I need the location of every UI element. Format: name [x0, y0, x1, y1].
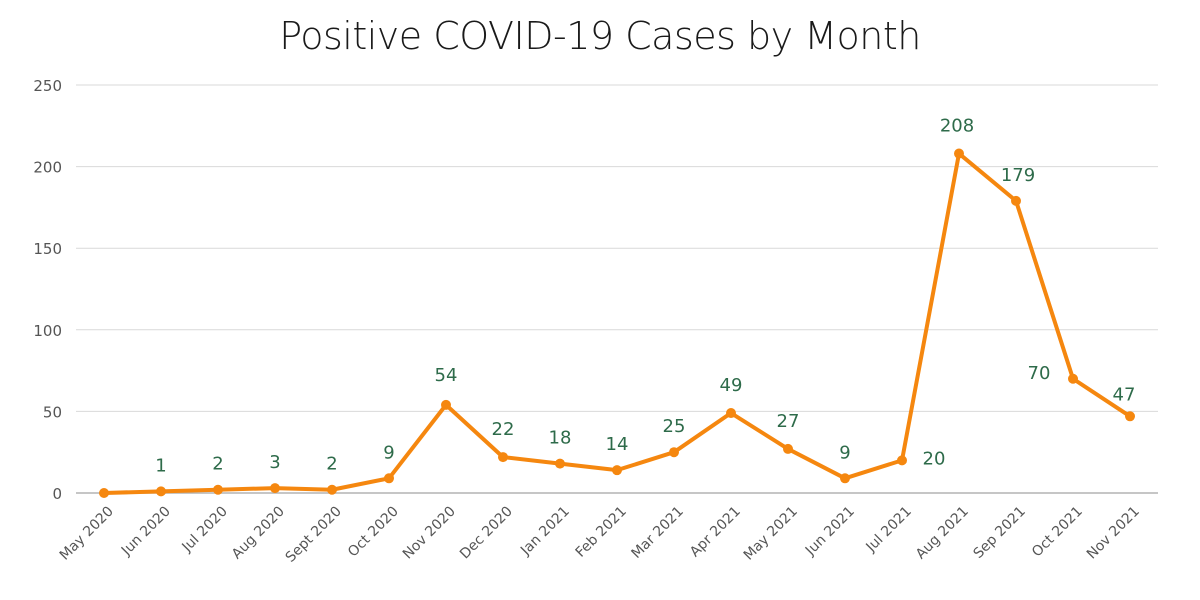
data-point — [954, 148, 964, 159]
data-label: 2 — [212, 454, 223, 475]
data-point — [327, 484, 337, 495]
data-label: 27 — [777, 411, 800, 432]
data-label: 70 — [1028, 363, 1051, 384]
x-tick-label: Oct 2020 — [345, 504, 402, 561]
x-tick-label: Jun 2021 — [802, 504, 858, 560]
data-label: 14 — [606, 434, 629, 455]
x-tick-label: Nov 2020 — [400, 504, 459, 563]
x-tick-label: Mar 2021 — [628, 504, 686, 562]
x-tick-label: Sept 2020 — [283, 504, 345, 566]
data-label: 9 — [839, 442, 850, 463]
x-tick-label: Jul 2020 — [179, 504, 231, 556]
data-point — [156, 486, 166, 497]
data-label: 3 — [269, 452, 280, 473]
data-point — [1125, 411, 1135, 422]
x-tick-label: Feb 2021 — [573, 504, 630, 561]
data-label: 18 — [549, 428, 572, 449]
data-point — [726, 408, 736, 419]
x-tick-label: May 2020 — [57, 504, 117, 564]
data-point — [99, 488, 109, 498]
y-tick-label: 200 — [33, 159, 62, 177]
data-label: 22 — [492, 419, 515, 440]
data-label: 25 — [663, 416, 686, 437]
y-tick-label: 0 — [52, 485, 62, 503]
data-label: 54 — [435, 365, 458, 386]
x-tick-label: Apr 2021 — [687, 504, 744, 561]
data-labels: 1 2 3 2 9 54 22 18 14 25 49 27 9 20 208 179 70 47 — [155, 116, 1135, 477]
data-label: 1 — [155, 455, 166, 476]
data-point — [213, 484, 223, 495]
x-tick-label: Oct 2021 — [1029, 504, 1086, 561]
data-point — [897, 455, 907, 466]
data-label: 47 — [1113, 384, 1136, 405]
x-tick-label: Jun 2020 — [118, 504, 174, 560]
data-label: 179 — [1001, 165, 1035, 186]
data-label: 20 — [923, 448, 946, 469]
grid-lines — [76, 84, 1158, 494]
data-point — [1011, 195, 1021, 206]
y-tick-label: 150 — [33, 240, 62, 258]
data-point — [669, 447, 679, 458]
data-point — [384, 473, 394, 484]
chart-title: Positive COVID-19 Cases by Month — [279, 14, 921, 58]
data-label: 208 — [940, 116, 974, 137]
data-points — [99, 148, 1135, 498]
x-tick-label: Sep 2021 — [971, 504, 1029, 562]
x-tick-label: Jan 2021 — [517, 504, 573, 560]
data-point — [270, 483, 280, 494]
x-tick-label: Dec 2020 — [457, 504, 516, 563]
data-point — [498, 452, 508, 463]
x-tick-label: Aug 2020 — [229, 504, 288, 563]
x-tick-label: Aug 2021 — [913, 504, 972, 563]
x-tick-label: Nov 2021 — [1084, 504, 1143, 563]
data-label: 9 — [383, 442, 394, 463]
y-tick-label: 250 — [33, 77, 62, 95]
y-axis-tick-labels: 0 50 100 150 200 250 — [33, 77, 62, 503]
data-point — [783, 443, 793, 454]
data-point — [441, 399, 451, 410]
data-label: 2 — [326, 454, 337, 475]
y-tick-label: 100 — [33, 322, 62, 340]
data-point — [612, 465, 622, 476]
data-label: 49 — [720, 375, 743, 396]
data-point — [840, 473, 850, 484]
x-tick-label: Jul 2021 — [863, 504, 915, 556]
y-tick-label: 50 — [43, 403, 62, 421]
x-tick-label: May 2021 — [741, 504, 801, 564]
data-point — [1068, 373, 1078, 384]
data-point — [555, 458, 565, 469]
